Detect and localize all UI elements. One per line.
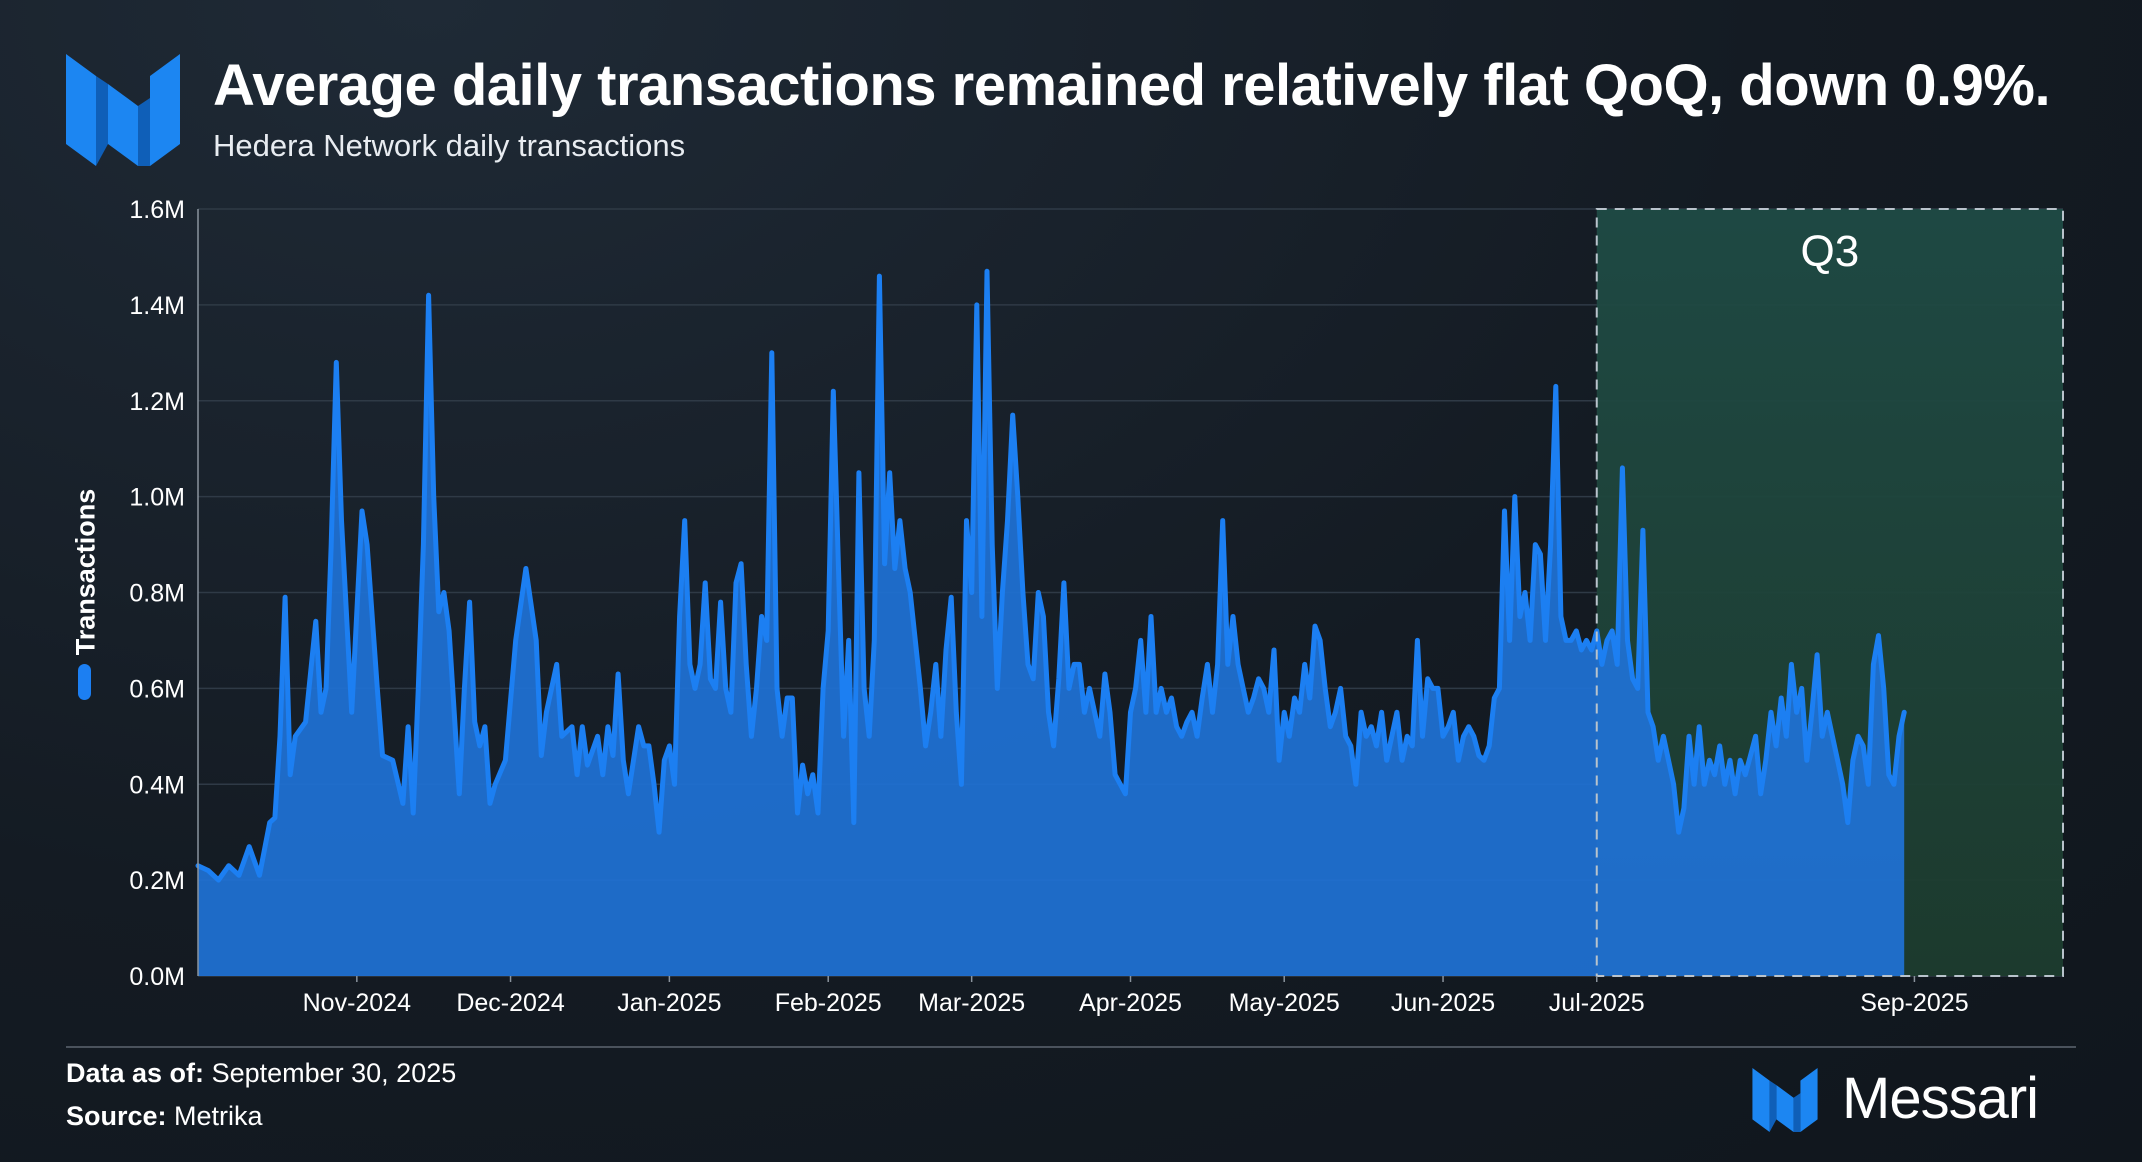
- brand-mark: Messari: [1752, 1065, 2082, 1132]
- y-tick-label: 0.0M: [129, 963, 185, 991]
- y-tick-label: 1.0M: [129, 484, 185, 512]
- chart-title: Average daily transactions remained rela…: [213, 53, 2051, 118]
- q3-highlight-border: [1595, 208, 2064, 977]
- q3-highlight-label: Q3: [1801, 227, 1860, 276]
- y-tick-label: 1.4M: [129, 292, 185, 320]
- y-tick-label: 0.4M: [129, 771, 185, 799]
- messari-logo-icon: [1752, 1068, 1818, 1132]
- x-tick-label: May-2025: [1229, 989, 1340, 1017]
- series-area: [198, 271, 1905, 976]
- x-tick-label: Sep-2025: [1860, 989, 1968, 1017]
- y-axis-title: Transactions: [70, 488, 101, 656]
- x-tick-label: Jul-2025: [1549, 989, 1645, 1017]
- y-tick-label: 0.6M: [129, 675, 185, 703]
- data-as-of: Data as of: September 30, 2025: [66, 1058, 456, 1089]
- messari-logo-icon: [66, 54, 180, 166]
- x-tick-label: Jan-2025: [617, 989, 721, 1017]
- series-line: [195, 268, 1907, 883]
- series-legend-marker: [78, 664, 91, 700]
- source-value: Metrika: [174, 1101, 263, 1131]
- source: Source: Metrika: [66, 1101, 263, 1132]
- chart-subtitle: Hedera Network daily transactions: [213, 128, 686, 163]
- x-tick-label: Nov-2024: [303, 989, 411, 1017]
- footer-divider: [66, 1046, 2076, 1048]
- brand-name: Messari: [1842, 1066, 2039, 1131]
- x-tick-label: Apr-2025: [1079, 989, 1182, 1017]
- y-tick-label: 0.8M: [129, 580, 185, 608]
- x-tick-label: Mar-2025: [918, 989, 1025, 1017]
- y-tick-label: 0.2M: [129, 867, 185, 895]
- data-as-of-value: September 30, 2025: [211, 1058, 457, 1088]
- x-tick-label: Dec-2024: [456, 989, 564, 1017]
- x-tick-label: Feb-2025: [775, 989, 882, 1017]
- source-label: Source:: [66, 1101, 167, 1131]
- data-as-of-label: Data as of:: [66, 1058, 205, 1088]
- y-tick-label: 1.2M: [129, 388, 185, 416]
- y-tick-label: 1.6M: [129, 196, 185, 224]
- x-tick-label: Jun-2025: [1391, 989, 1495, 1017]
